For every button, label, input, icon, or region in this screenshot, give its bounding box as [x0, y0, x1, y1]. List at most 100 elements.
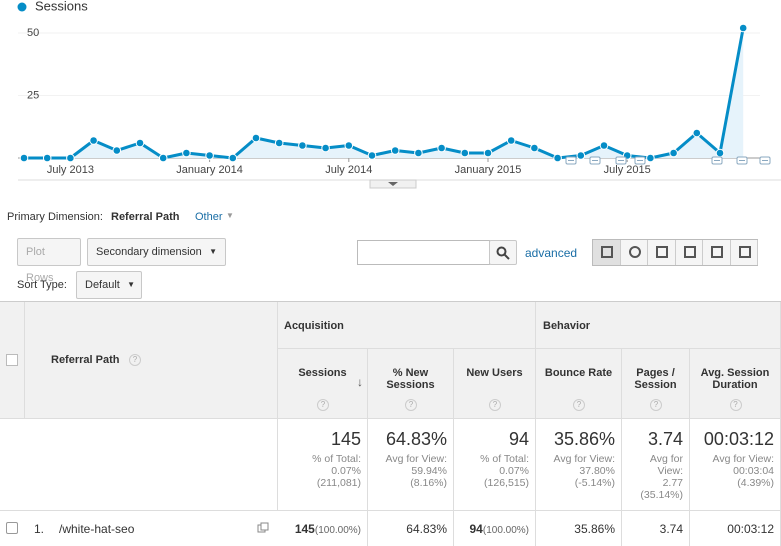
point: [344, 141, 354, 150]
point: [251, 133, 261, 143]
point: [112, 146, 122, 155]
column-header[interactable]: Pages / Session?: [622, 349, 690, 419]
help-icon[interactable]: ?: [129, 354, 141, 366]
total-compare: (4.39%): [737, 477, 774, 489]
secondary-dimension-button[interactable]: Secondary dimension ▼: [87, 238, 226, 266]
x-tick-label: January 2014: [176, 164, 243, 176]
dimension-active: Referral Path: [111, 211, 180, 223]
area: [24, 28, 744, 158]
total-value: 64.83%: [385, 429, 447, 449]
view-button[interactable]: [648, 240, 676, 265]
legend-label[interactable]: Sessions: [35, 0, 88, 13]
advanced-link[interactable]: advanced: [525, 246, 578, 260]
row-cell: 145(100.00%): [278, 511, 368, 546]
help-icon[interactable]: ?: [650, 399, 662, 411]
cell-share: (100.00%): [482, 525, 529, 536]
row-path[interactable]: /white-hat-seo: [59, 522, 135, 536]
group-name: Acquisition: [284, 320, 344, 332]
dropdown-caret: ▼: [226, 211, 234, 220]
total-view: 0.07%: [331, 465, 361, 477]
expand-arrow: [388, 182, 398, 186]
button-label: Secondary dimension: [96, 246, 202, 258]
cell-value: 35.86%: [574, 522, 615, 536]
search-icon: [496, 246, 510, 260]
group-header: Acquisition: [278, 302, 536, 349]
sort-label: Sort Type:: [17, 279, 67, 291]
row-cell: 94(100.00%): [454, 511, 536, 546]
dimension-name[interactable]: Referral Path: [51, 354, 120, 366]
total-compare: (126,515): [484, 477, 529, 489]
search-button[interactable]: [489, 240, 517, 265]
column-header[interactable]: % New Sessions?: [368, 349, 454, 419]
view-button[interactable]: [731, 240, 758, 265]
point: [553, 153, 562, 163]
x-tick-label: July 2015: [604, 164, 651, 176]
help-icon[interactable]: ?: [489, 399, 501, 411]
view-button[interactable]: [593, 240, 621, 265]
caret: ▼: [127, 280, 135, 289]
point: [414, 148, 423, 158]
total-compare: (-5.14%): [574, 477, 615, 489]
point: [135, 138, 145, 148]
column-header[interactable]: New Users?: [454, 349, 536, 419]
help-icon[interactable]: ?: [317, 399, 329, 411]
view-glyph: [628, 246, 641, 258]
checkbox[interactable]: [6, 354, 18, 366]
column-header[interactable]: Sessions? ↓: [278, 349, 368, 419]
column-header[interactable]: Avg. Session Duration?: [690, 349, 781, 419]
view-glyph: [711, 246, 723, 258]
search-input[interactable]: [357, 240, 490, 265]
totals-cell: 64.83% Avg for View: 59.94% (8.16%): [368, 419, 454, 511]
total-view: 59.94%: [411, 465, 447, 477]
view-glyph: [656, 246, 668, 258]
total-details: Avg for View: 37.80% (-5.14%): [540, 453, 615, 489]
point: [506, 136, 516, 145]
total-value: 145: [330, 429, 361, 449]
sort-arrow: ↓: [357, 375, 363, 389]
column-name: New Users: [466, 367, 523, 379]
legend-dot: [17, 2, 27, 12]
view-button[interactable]: [676, 240, 703, 265]
total-value: 3.74: [647, 429, 683, 449]
column-header[interactable]: Bounce Rate?: [536, 349, 622, 419]
total-view: 2.77: [662, 477, 683, 489]
total-compare: (35.14%): [640, 489, 683, 501]
dimension-header: Referral Path ?: [25, 302, 278, 419]
point: [42, 153, 52, 163]
view-button[interactable]: [621, 240, 648, 265]
button-label: Plot Rows: [26, 246, 54, 284]
point: [460, 148, 470, 158]
total-view: 37.80%: [579, 465, 615, 477]
line: [24, 27, 745, 160]
totals-cell: 3.74 Avg for View: 2.77 (35.14%): [622, 419, 690, 511]
view-switcher: [592, 239, 758, 266]
sort-select[interactable]: Default ▼: [76, 271, 142, 299]
row-index: 1.: [34, 522, 45, 536]
total-label: Avg for View:: [649, 453, 683, 477]
sessions-chart: Sessions 25 50 July 2013 January 2014 July 2…: [17, 0, 781, 189]
dimension-other[interactable]: Other: [195, 211, 223, 223]
total-view: 0.07%: [499, 465, 529, 477]
x-tick-label: July 2014: [325, 164, 372, 176]
total-details: Avg for View: 2.77 (35.14%): [626, 453, 683, 501]
row-checkbox[interactable]: [6, 522, 18, 534]
select-value: Default: [85, 279, 120, 291]
cell-value: 145: [294, 522, 315, 536]
view-glyph: [683, 246, 696, 258]
point: [692, 128, 702, 138]
help-icon[interactable]: ?: [405, 399, 417, 411]
plot-rows-button[interactable]: Plot Rows: [17, 238, 81, 284]
help-icon[interactable]: ?: [729, 399, 742, 411]
total-value: 35.86%: [553, 429, 615, 449]
help-icon[interactable]: ?: [573, 399, 585, 411]
open-link-icon[interactable]: [257, 522, 269, 534]
cell-value: 00:03:12: [727, 522, 774, 536]
total-details: Avg for View: 00:03:04 (4.39%): [694, 453, 774, 489]
x-tick-label: January 2015: [455, 164, 522, 176]
total-label: % of Total:: [480, 453, 529, 465]
row-cell: 00:03:12: [690, 511, 781, 546]
view-button[interactable]: [703, 240, 731, 265]
row-cell: 35.86%: [536, 511, 622, 546]
point: [437, 143, 446, 153]
y-tick-label: 25: [27, 89, 39, 101]
